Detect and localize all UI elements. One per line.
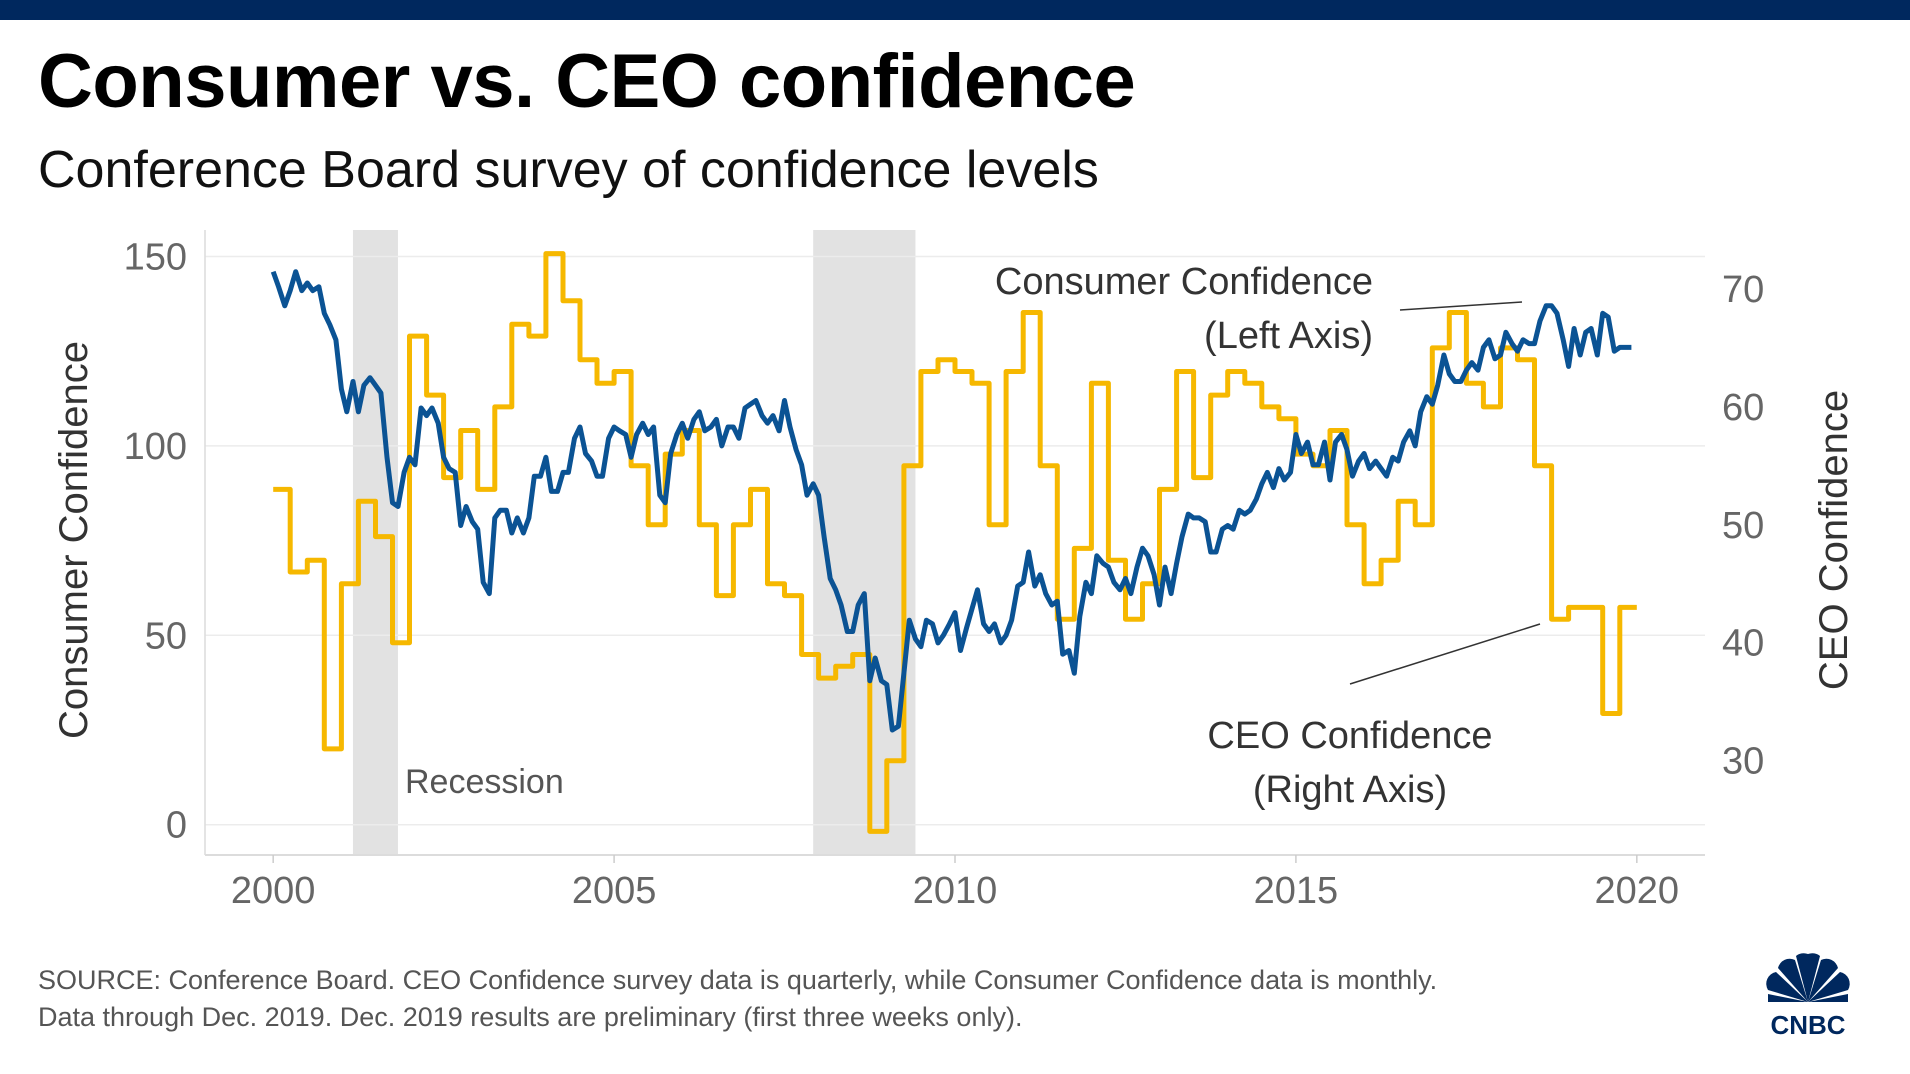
y-axis-title-left: Consumer Confidence (52, 341, 96, 739)
source-line-1: SOURCE: Conference Board. CEO Confidence… (38, 965, 1438, 995)
consumer-annotation-line1: Consumer Confidence (995, 261, 1373, 303)
recession-band-1 (813, 230, 916, 855)
consumer-confidence-line (270, 269, 1632, 733)
y-tick-left-1: 100 (124, 426, 187, 468)
recession-label: Recession (405, 763, 564, 801)
consumer-annotation: Consumer Confidence (Left Axis) (995, 261, 1523, 357)
source-note: SOURCE: Conference Board. CEO Confidence… (38, 962, 1437, 1036)
chart-title: Consumer vs. CEO confidence (38, 39, 1136, 124)
consumer-annotation-line2: (Left Axis) (1204, 315, 1373, 357)
x-tick-4: 2020 (1595, 870, 1680, 912)
ceo-annotation-line1: CEO Confidence (1207, 715, 1492, 757)
consumer-annotation-leader (1399, 301, 1523, 311)
ceo-confidence-line (273, 251, 1637, 834)
y-tick-left-2: 50 (145, 615, 187, 657)
y-tick-right-1: 60 (1722, 387, 1764, 429)
x-tick-2: 2010 (913, 870, 998, 912)
chart-subtitle: Conference Board survey of confidence le… (38, 141, 1099, 199)
ceo-annotation: CEO Confidence (Right Axis) (1207, 623, 1541, 811)
y-tick-left-0: 150 (124, 237, 187, 279)
source-line-2: Data through Dec. 2019. Dec. 2019 result… (38, 1002, 1023, 1032)
x-tick-0: 2000 (231, 870, 316, 912)
axes: 150 100 50 0 70 60 50 40 30 2000 2005 2010 2015 2020 (124, 230, 1764, 912)
cnbc-peacock-logo: CNBC (1766, 953, 1850, 1040)
gridlines (205, 255, 1705, 826)
y-tick-right-0: 70 (1722, 269, 1764, 311)
top-brand-bar (0, 0, 1910, 20)
y-tick-right-4: 30 (1722, 741, 1764, 783)
ceo-annotation-leader (1349, 623, 1541, 685)
series-lines (270, 251, 1637, 834)
y-tick-right-3: 40 (1722, 623, 1764, 665)
y-tick-left-3: 0 (166, 805, 187, 847)
peacock-icon (1766, 953, 1850, 1002)
cnbc-wordmark: CNBC (1770, 1010, 1845, 1040)
x-tick-3: 2015 (1254, 870, 1339, 912)
recession-bands (352, 230, 916, 855)
x-tick-1: 2005 (572, 870, 657, 912)
ceo-annotation-line2: (Right Axis) (1253, 769, 1447, 811)
y-tick-right-2: 50 (1722, 505, 1764, 547)
y-axis-title-right: CEO Confidence (1812, 390, 1856, 690)
